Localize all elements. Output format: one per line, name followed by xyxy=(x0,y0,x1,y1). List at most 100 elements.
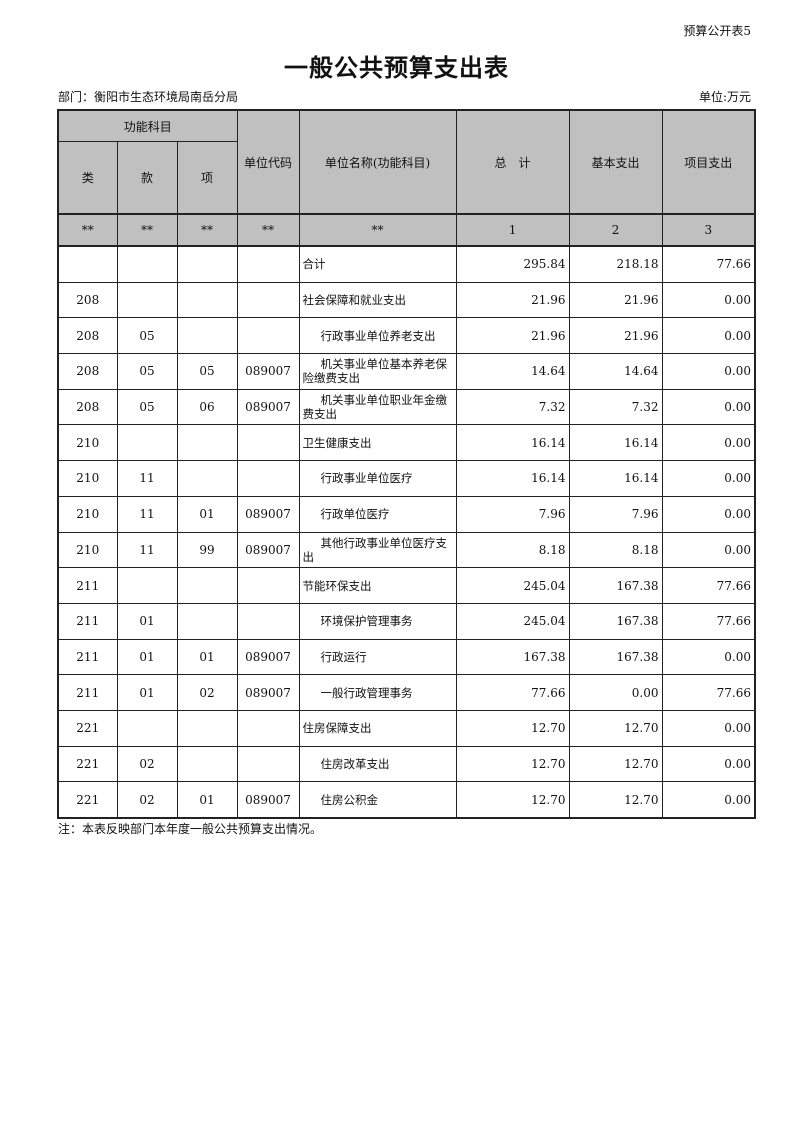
xiang-cell: 02 xyxy=(176,674,238,711)
basic-cell: 16.14 xyxy=(568,460,663,497)
lei-cell: 208 xyxy=(57,281,118,319)
index-cell: 1 xyxy=(455,213,570,247)
page-title: 一般公共预算支出表 xyxy=(284,53,509,82)
kuan-cell: 11 xyxy=(116,495,178,533)
basic-cell: 167.38 xyxy=(568,567,663,604)
lei-cell: 210 xyxy=(57,495,118,533)
total-cell: 245.04 xyxy=(455,567,570,604)
header-function-subject: 功能科目 xyxy=(57,109,238,142)
index-cell: ** xyxy=(236,213,300,247)
total-cell: 295.84 xyxy=(455,245,570,283)
lei-cell: 211 xyxy=(57,674,118,711)
xiang-cell xyxy=(176,745,238,783)
total-cell: 167.38 xyxy=(455,638,570,676)
header-unit-name: 单位名称(功能科目) xyxy=(298,109,457,215)
kuan-cell: 11 xyxy=(116,531,178,569)
kuan-cell xyxy=(116,245,178,283)
unit-name-cell: 机关事业单位基本养老保险缴费支出 xyxy=(298,353,457,390)
total-cell: 12.70 xyxy=(455,781,570,819)
table-row: 211 01 01 089007 行政运行 167.38 167.38 0.00 xyxy=(57,638,756,676)
xiang-cell: 06 xyxy=(176,388,238,426)
total-cell: 245.04 xyxy=(455,602,570,640)
unit-label: 单位:万元 xyxy=(698,90,751,104)
unit-code-cell: 089007 xyxy=(236,638,300,676)
table-row: 合计 295.84 218.18 77.66 xyxy=(57,245,756,283)
index-cell: ** xyxy=(57,213,118,247)
total-cell: 16.14 xyxy=(455,424,570,462)
basic-cell: 218.18 xyxy=(568,245,663,283)
index-cell: ** xyxy=(298,213,457,247)
lei-cell: 221 xyxy=(57,745,118,783)
table-row: 208 社会保障和就业支出 21.96 21.96 0.00 xyxy=(57,281,756,319)
kuan-cell xyxy=(116,567,178,604)
table-row: 210 卫生健康支出 16.14 16.14 0.00 xyxy=(57,424,756,462)
unit-name-cell: 机关事业单位职业年金缴费支出 xyxy=(298,388,457,426)
kuan-cell xyxy=(116,709,178,747)
kuan-cell: 11 xyxy=(116,460,178,497)
table-row: 211 01 02 089007 一般行政管理事务 77.66 0.00 77.66 xyxy=(57,674,756,711)
basic-cell: 21.96 xyxy=(568,317,663,355)
lei-cell: 210 xyxy=(57,531,118,569)
total-cell: 21.96 xyxy=(455,281,570,319)
basic-cell: 14.64 xyxy=(568,353,663,390)
unit-code-cell: 089007 xyxy=(236,353,300,390)
unit-code-cell: 089007 xyxy=(236,531,300,569)
lei-cell: 211 xyxy=(57,602,118,640)
lei-cell: 210 xyxy=(57,460,118,497)
basic-cell: 12.70 xyxy=(568,781,663,819)
unit-code-cell: 089007 xyxy=(236,495,300,533)
table-row: 210 11 01 089007 行政单位医疗 7.96 7.96 0.00 xyxy=(57,495,756,533)
table-row: 211 01 环境保护管理事务 245.04 167.38 77.66 xyxy=(57,602,756,640)
basic-cell: 167.38 xyxy=(568,638,663,676)
project-cell: 0.00 xyxy=(661,531,756,569)
header-kuan: 款 xyxy=(116,141,178,215)
unit-name-cell: 一般行政管理事务 xyxy=(298,674,457,711)
unit-name-cell: 节能环保支出 xyxy=(298,567,457,604)
unit-name-cell: 行政单位医疗 xyxy=(298,495,457,533)
kuan-cell: 02 xyxy=(116,745,178,783)
header-unit-code: 单位代码 xyxy=(236,109,300,215)
lei-cell: 208 xyxy=(57,317,118,355)
project-cell: 0.00 xyxy=(661,781,756,819)
lei-cell: 211 xyxy=(57,638,118,676)
table-row: 221 02 01 089007 住房公积金 12.70 12.70 0.00 xyxy=(57,781,756,819)
xiang-cell: 99 xyxy=(176,531,238,569)
xiang-cell: 01 xyxy=(176,495,238,533)
unit-code-cell: 089007 xyxy=(236,781,300,819)
lei-cell: 221 xyxy=(57,781,118,819)
index-cell: ** xyxy=(176,213,238,247)
kuan-cell: 05 xyxy=(116,317,178,355)
basic-cell: 167.38 xyxy=(568,602,663,640)
unit-code-cell xyxy=(236,745,300,783)
unit-code-cell xyxy=(236,460,300,497)
lei-cell xyxy=(57,245,118,283)
unit-code-cell: 089007 xyxy=(236,674,300,711)
budget-table: 功能科目 单位代码 单位名称(功能科目) 总 计 基本支出 项目支出 类 款 项… xyxy=(57,109,757,819)
total-cell: 7.96 xyxy=(455,495,570,533)
project-cell: 0.00 xyxy=(661,424,756,462)
xiang-cell: 01 xyxy=(176,781,238,819)
unit-code-cell xyxy=(236,567,300,604)
kuan-cell: 01 xyxy=(116,674,178,711)
project-cell: 0.00 xyxy=(661,353,756,390)
table-number-label: 预算公开表5 xyxy=(683,24,751,38)
header-basic: 基本支出 xyxy=(568,109,663,215)
xiang-cell xyxy=(176,460,238,497)
kuan-cell xyxy=(116,424,178,462)
project-cell: 0.00 xyxy=(661,638,756,676)
unit-name-cell: 住房保障支出 xyxy=(298,709,457,747)
xiang-cell: 05 xyxy=(176,353,238,390)
footnote: 注：本表反映部门本年度一般公共预算支出情况。 xyxy=(58,822,323,836)
unit-name-cell: 环境保护管理事务 xyxy=(298,602,457,640)
project-cell: 77.66 xyxy=(661,245,756,283)
unit-name-cell: 合计 xyxy=(298,245,457,283)
department-label: 部门：衡阳市生态环境局南岳分局 xyxy=(58,90,239,104)
table-row: 210 11 行政事业单位医疗 16.14 16.14 0.00 xyxy=(57,460,756,497)
unit-code-cell xyxy=(236,317,300,355)
total-cell: 12.70 xyxy=(455,709,570,747)
project-cell: 77.66 xyxy=(661,674,756,711)
total-cell: 21.96 xyxy=(455,317,570,355)
index-cell: 3 xyxy=(661,213,756,247)
kuan-cell xyxy=(116,281,178,319)
xiang-cell xyxy=(176,424,238,462)
